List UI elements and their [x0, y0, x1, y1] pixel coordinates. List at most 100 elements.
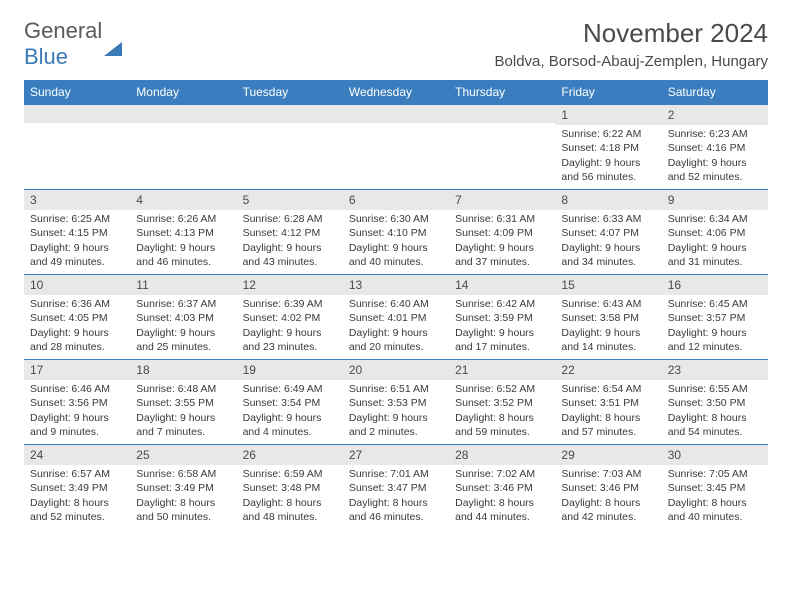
sunrise-text: Sunrise: 6:51 AM: [349, 382, 443, 396]
sunrise-text: Sunrise: 7:01 AM: [349, 467, 443, 481]
sunrise-text: Sunrise: 6:55 AM: [668, 382, 762, 396]
day-cell: 21Sunrise: 6:52 AMSunset: 3:52 PMDayligh…: [449, 360, 555, 444]
sunset-text: Sunset: 3:49 PM: [30, 481, 124, 495]
sunset-text: Sunset: 3:57 PM: [668, 311, 762, 325]
day-number: [237, 105, 343, 123]
sunrise-text: Sunrise: 6:28 AM: [243, 212, 337, 226]
day-number: 30: [662, 445, 768, 465]
calendar: Sunday Monday Tuesday Wednesday Thursday…: [24, 80, 768, 529]
sunrise-text: Sunrise: 6:36 AM: [30, 297, 124, 311]
day-content: Sunrise: 6:25 AMSunset: 4:15 PMDaylight:…: [24, 210, 130, 273]
daylight-text: Daylight: 9 hours and 9 minutes.: [30, 411, 124, 439]
sunrise-text: Sunrise: 6:31 AM: [455, 212, 549, 226]
day-number: 15: [555, 275, 661, 295]
daylight-text: Daylight: 9 hours and 40 minutes.: [349, 241, 443, 269]
day-number: 7: [449, 190, 555, 210]
sunrise-text: Sunrise: 6:33 AM: [561, 212, 655, 226]
day-number: 22: [555, 360, 661, 380]
day-header: Sunday: [24, 80, 130, 104]
day-cell: 10Sunrise: 6:36 AMSunset: 4:05 PMDayligh…: [24, 275, 130, 359]
day-content: Sunrise: 6:59 AMSunset: 3:48 PMDaylight:…: [237, 465, 343, 528]
day-cell: 12Sunrise: 6:39 AMSunset: 4:02 PMDayligh…: [237, 275, 343, 359]
sunset-text: Sunset: 3:55 PM: [136, 396, 230, 410]
sunset-text: Sunset: 3:56 PM: [30, 396, 124, 410]
week-row: 3Sunrise: 6:25 AMSunset: 4:15 PMDaylight…: [24, 189, 768, 274]
day-content: Sunrise: 6:37 AMSunset: 4:03 PMDaylight:…: [130, 295, 236, 358]
day-header: Tuesday: [237, 80, 343, 104]
day-content: Sunrise: 6:33 AMSunset: 4:07 PMDaylight:…: [555, 210, 661, 273]
day-number: 13: [343, 275, 449, 295]
sunset-text: Sunset: 3:49 PM: [136, 481, 230, 495]
day-cell: 23Sunrise: 6:55 AMSunset: 3:50 PMDayligh…: [662, 360, 768, 444]
day-number: 9: [662, 190, 768, 210]
day-cell: 15Sunrise: 6:43 AMSunset: 3:58 PMDayligh…: [555, 275, 661, 359]
day-content: Sunrise: 6:49 AMSunset: 3:54 PMDaylight:…: [237, 380, 343, 443]
day-content: Sunrise: 6:48 AMSunset: 3:55 PMDaylight:…: [130, 380, 236, 443]
sunrise-text: Sunrise: 6:26 AM: [136, 212, 230, 226]
title-block: November 2024 Boldva, Borsod-Abauj-Zempl…: [495, 18, 768, 70]
logo: General Blue: [24, 18, 122, 70]
daylight-text: Daylight: 8 hours and 46 minutes.: [349, 496, 443, 524]
sunset-text: Sunset: 3:46 PM: [561, 481, 655, 495]
day-cell: 19Sunrise: 6:49 AMSunset: 3:54 PMDayligh…: [237, 360, 343, 444]
daylight-text: Daylight: 9 hours and 23 minutes.: [243, 326, 337, 354]
day-number: 19: [237, 360, 343, 380]
sunset-text: Sunset: 4:07 PM: [561, 226, 655, 240]
sunset-text: Sunset: 3:54 PM: [243, 396, 337, 410]
daylight-text: Daylight: 9 hours and 12 minutes.: [668, 326, 762, 354]
day-cell: 8Sunrise: 6:33 AMSunset: 4:07 PMDaylight…: [555, 190, 661, 274]
daylight-text: Daylight: 8 hours and 40 minutes.: [668, 496, 762, 524]
logo-sail-icon: [104, 25, 122, 56]
day-number: 5: [237, 190, 343, 210]
daylight-text: Daylight: 9 hours and 17 minutes.: [455, 326, 549, 354]
day-number: 6: [343, 190, 449, 210]
day-number: 17: [24, 360, 130, 380]
day-cell: 11Sunrise: 6:37 AMSunset: 4:03 PMDayligh…: [130, 275, 236, 359]
sunset-text: Sunset: 4:02 PM: [243, 311, 337, 325]
daylight-text: Daylight: 9 hours and 20 minutes.: [349, 326, 443, 354]
sunset-text: Sunset: 3:51 PM: [561, 396, 655, 410]
day-cell: 20Sunrise: 6:51 AMSunset: 3:53 PMDayligh…: [343, 360, 449, 444]
day-number: 16: [662, 275, 768, 295]
day-number: 12: [237, 275, 343, 295]
week-row: 17 Sunrise: 6:46 AMSunset: 3:56 PMDayligh…: [24, 359, 768, 444]
daylight-text: Daylight: 9 hours and 37 minutes.: [455, 241, 549, 269]
day-header: Friday: [555, 80, 661, 104]
day-number: 18: [130, 360, 236, 380]
day-cell: 5Sunrise: 6:28 AMSunset: 4:12 PMDaylight…: [237, 190, 343, 274]
day-cell: 30Sunrise: 7:05 AMSunset: 3:45 PMDayligh…: [662, 445, 768, 529]
day-content: Sunrise: 6:42 AMSunset: 3:59 PMDaylight:…: [449, 295, 555, 358]
sunrise-text: Sunrise: 6:57 AM: [30, 467, 124, 481]
daylight-text: Daylight: 8 hours and 50 minutes.: [136, 496, 230, 524]
day-content: Sunrise: 7:01 AMSunset: 3:47 PMDaylight:…: [343, 465, 449, 528]
day-number: 23: [662, 360, 768, 380]
sunset-text: Sunset: 4:09 PM: [455, 226, 549, 240]
sunrise-text: Sunrise: 6:46 AM: [30, 382, 124, 396]
day-number: 28: [449, 445, 555, 465]
calendar-header-row: Sunday Monday Tuesday Wednesday Thursday…: [24, 80, 768, 104]
day-content: Sunrise: 6:34 AMSunset: 4:06 PMDaylight:…: [662, 210, 768, 273]
day-cell: 24Sunrise: 6:57 AMSunset: 3:49 PMDayligh…: [24, 445, 130, 529]
day-content: Sunrise: 6:39 AMSunset: 4:02 PMDaylight:…: [237, 295, 343, 358]
sunrise-text: Sunrise: 6:59 AM: [243, 467, 337, 481]
day-content: Sunrise: 6:28 AMSunset: 4:12 PMDaylight:…: [237, 210, 343, 273]
sunrise-text: Sunrise: 6:54 AM: [561, 382, 655, 396]
day-cell: 9Sunrise: 6:34 AMSunset: 4:06 PMDaylight…: [662, 190, 768, 274]
day-number: 3: [24, 190, 130, 210]
daylight-text: Daylight: 9 hours and 28 minutes.: [30, 326, 124, 354]
day-content: Sunrise: 6:58 AMSunset: 3:49 PMDaylight:…: [130, 465, 236, 528]
sunrise-text: Sunrise: 6:42 AM: [455, 297, 549, 311]
day-number: 25: [130, 445, 236, 465]
sunrise-text: Sunrise: 6:25 AM: [30, 212, 124, 226]
daylight-text: Daylight: 8 hours and 44 minutes.: [455, 496, 549, 524]
day-number: [449, 105, 555, 123]
sunrise-text: Sunrise: 6:39 AM: [243, 297, 337, 311]
sunset-text: Sunset: 4:01 PM: [349, 311, 443, 325]
day-header: Saturday: [662, 80, 768, 104]
logo-text-blue: Blue: [24, 44, 68, 69]
sunrise-text: Sunrise: 7:03 AM: [561, 467, 655, 481]
sunset-text: Sunset: 3:46 PM: [455, 481, 549, 495]
weeks-container: 1Sunrise: 6:22 AMSunset: 4:18 PMDaylight…: [24, 104, 768, 529]
daylight-text: Daylight: 8 hours and 42 minutes.: [561, 496, 655, 524]
month-title: November 2024: [495, 18, 768, 49]
